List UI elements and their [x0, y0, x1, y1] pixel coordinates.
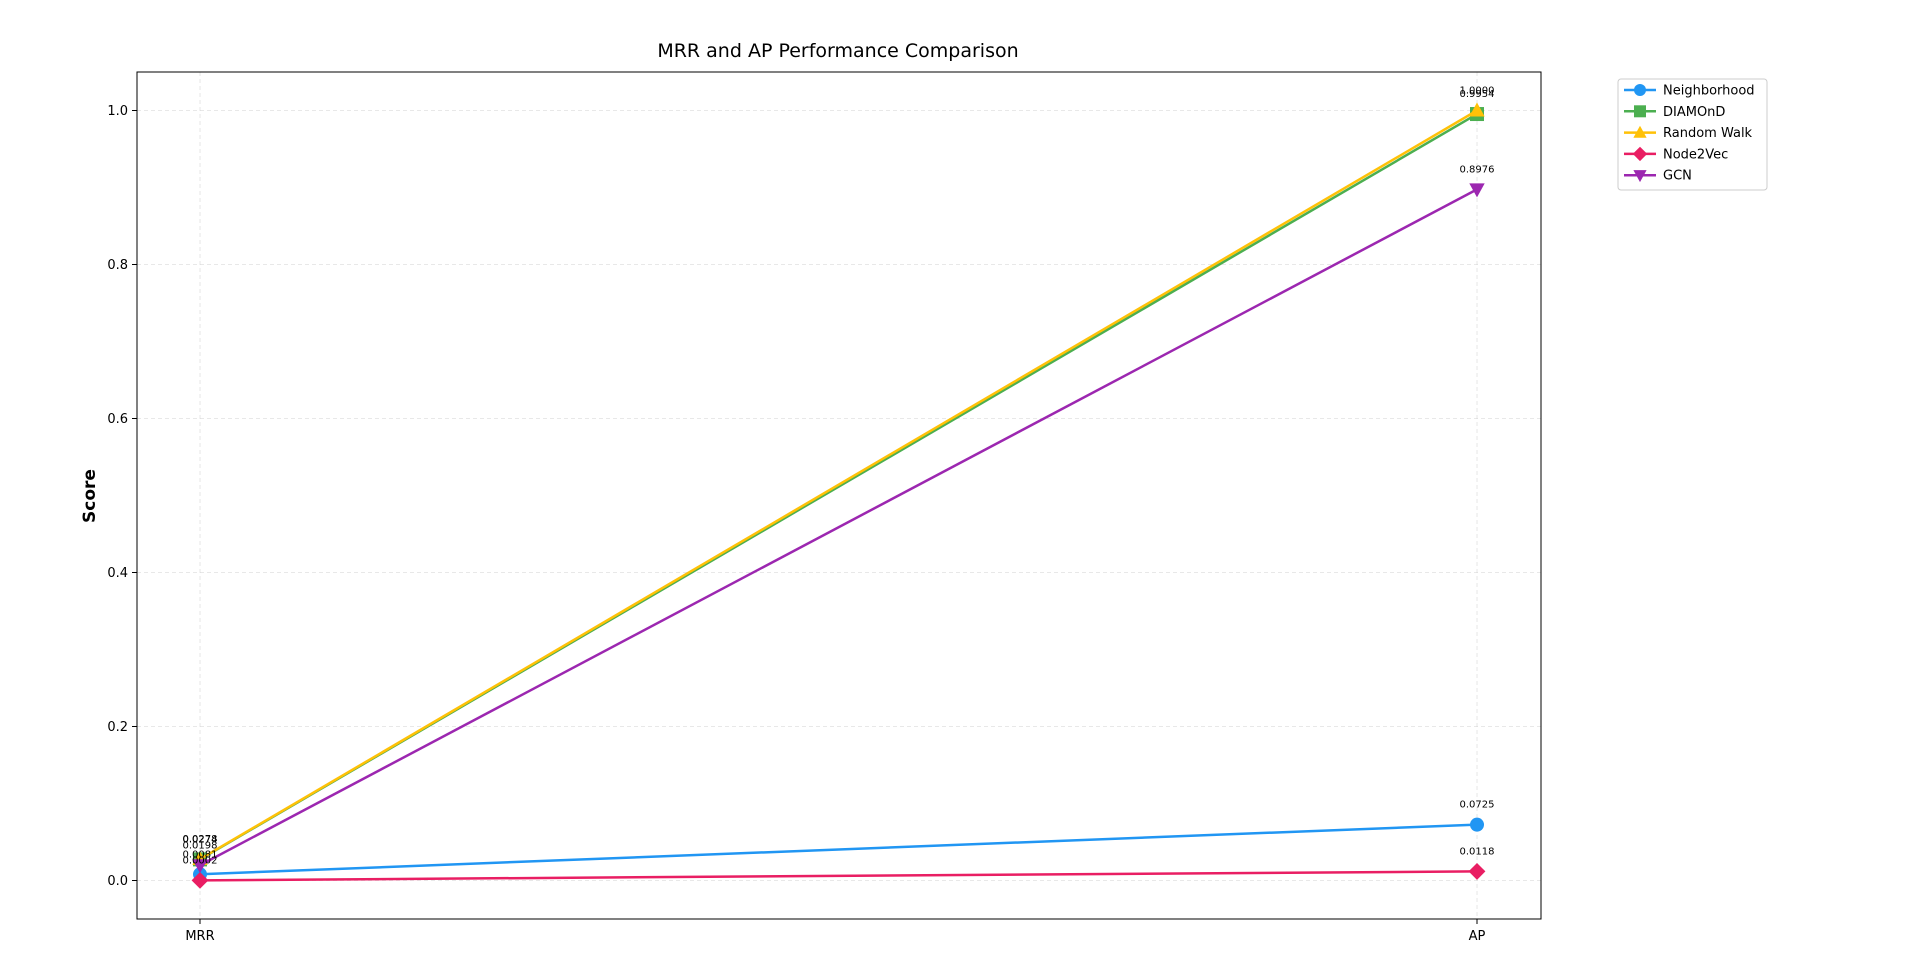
data-point-node2vec-mrr: [191, 871, 209, 889]
series-node2vec: [191, 863, 1486, 889]
legend-marker-gcn: [1633, 170, 1647, 183]
data-label-node2vec-mrr: 0.0002: [183, 855, 218, 866]
legend-label-gcn: GCN: [1663, 169, 1692, 184]
data-point-gcn-mrr: [192, 859, 208, 874]
legend: Neighborhood DIAMOnD Random Walk Node2Vec GC…: [1617, 78, 1768, 191]
y-axis: 0.0 0.2 0.4 0.6 0.8 1.0: [107, 104, 137, 889]
legend-frame: [1617, 78, 1768, 191]
y-tick-label: 1.0: [107, 104, 128, 119]
y-tick-label: 0.8: [107, 258, 128, 273]
series-line-random-walk: [199, 109, 1478, 861]
series-line-node2vec: [199, 870, 1478, 882]
data-label-gcn-mrr: 0.0198: [183, 840, 218, 851]
data-label-diamond-mrr: 0.0274: [183, 834, 218, 845]
legend-label-random-walk: Random Walk: [1663, 126, 1753, 141]
y-tick-label: 0.0: [107, 874, 128, 889]
data-point-gcn-ap: [1469, 183, 1485, 198]
grid: [137, 72, 1541, 919]
plot-area: [136, 71, 1542, 920]
series-gcn: [192, 183, 1485, 874]
legend-item-diamond: DIAMOnD: [1624, 105, 1725, 120]
data-label-neighborhood-mrr: 0.0081: [183, 849, 218, 860]
series-line-neighborhood: [199, 823, 1478, 876]
legend-item-gcn: GCN: [1624, 169, 1692, 184]
legend-marker-neighborhood: [1634, 84, 1646, 96]
data-label-neighborhood-ap: 0.0725: [1460, 800, 1495, 811]
data-label-diamond-ap: 0.9954: [1460, 89, 1495, 100]
data-label-gcn-ap: 0.8976: [1460, 164, 1495, 175]
legend-marker-diamond: [1634, 105, 1646, 118]
x-tick-label-ap: AP: [1469, 929, 1486, 944]
legend-label-node2vec: Node2Vec: [1663, 147, 1728, 162]
data-point-neighborhood-ap: [1470, 817, 1484, 832]
y-tick-label: 0.2: [107, 720, 128, 735]
legend-item-random-walk: Random Walk: [1624, 125, 1753, 141]
data-labels: 0.0081 0.0725 0.0274 0.9954 0.0278 1.0000 0.00…: [183, 86, 1495, 867]
y-tick-label: 0.6: [107, 412, 128, 427]
y-tick-label: 0.4: [107, 566, 128, 581]
data-label-node2vec-ap: 0.0118: [1460, 846, 1495, 857]
data-point-random-walk-ap: [1469, 102, 1485, 117]
series-line-gcn: [199, 188, 1478, 867]
legend-item-node2vec: Node2Vec: [1624, 146, 1728, 162]
legend-marker-node2vec: [1632, 146, 1648, 162]
legend-label-diamond: DIAMOnD: [1663, 105, 1725, 120]
series-layer: [191, 102, 1486, 889]
chart-title: MRR and AP Performance Comparison: [657, 40, 1018, 62]
data-point-node2vec-ap: [1468, 863, 1486, 880]
data-label-random-walk-mrr: 0.0278: [183, 834, 218, 845]
legend-label-neighborhood: Neighborhood: [1663, 84, 1755, 99]
data-label-random-walk-ap: 1.0000: [1460, 86, 1495, 97]
x-tick-label-mrr: MRR: [185, 929, 214, 944]
legend-item-neighborhood: Neighborhood: [1624, 84, 1755, 99]
x-axis: MRR AP: [185, 919, 1486, 944]
y-axis-label: Score: [80, 469, 100, 523]
legend-marker-random-walk: [1633, 125, 1647, 138]
